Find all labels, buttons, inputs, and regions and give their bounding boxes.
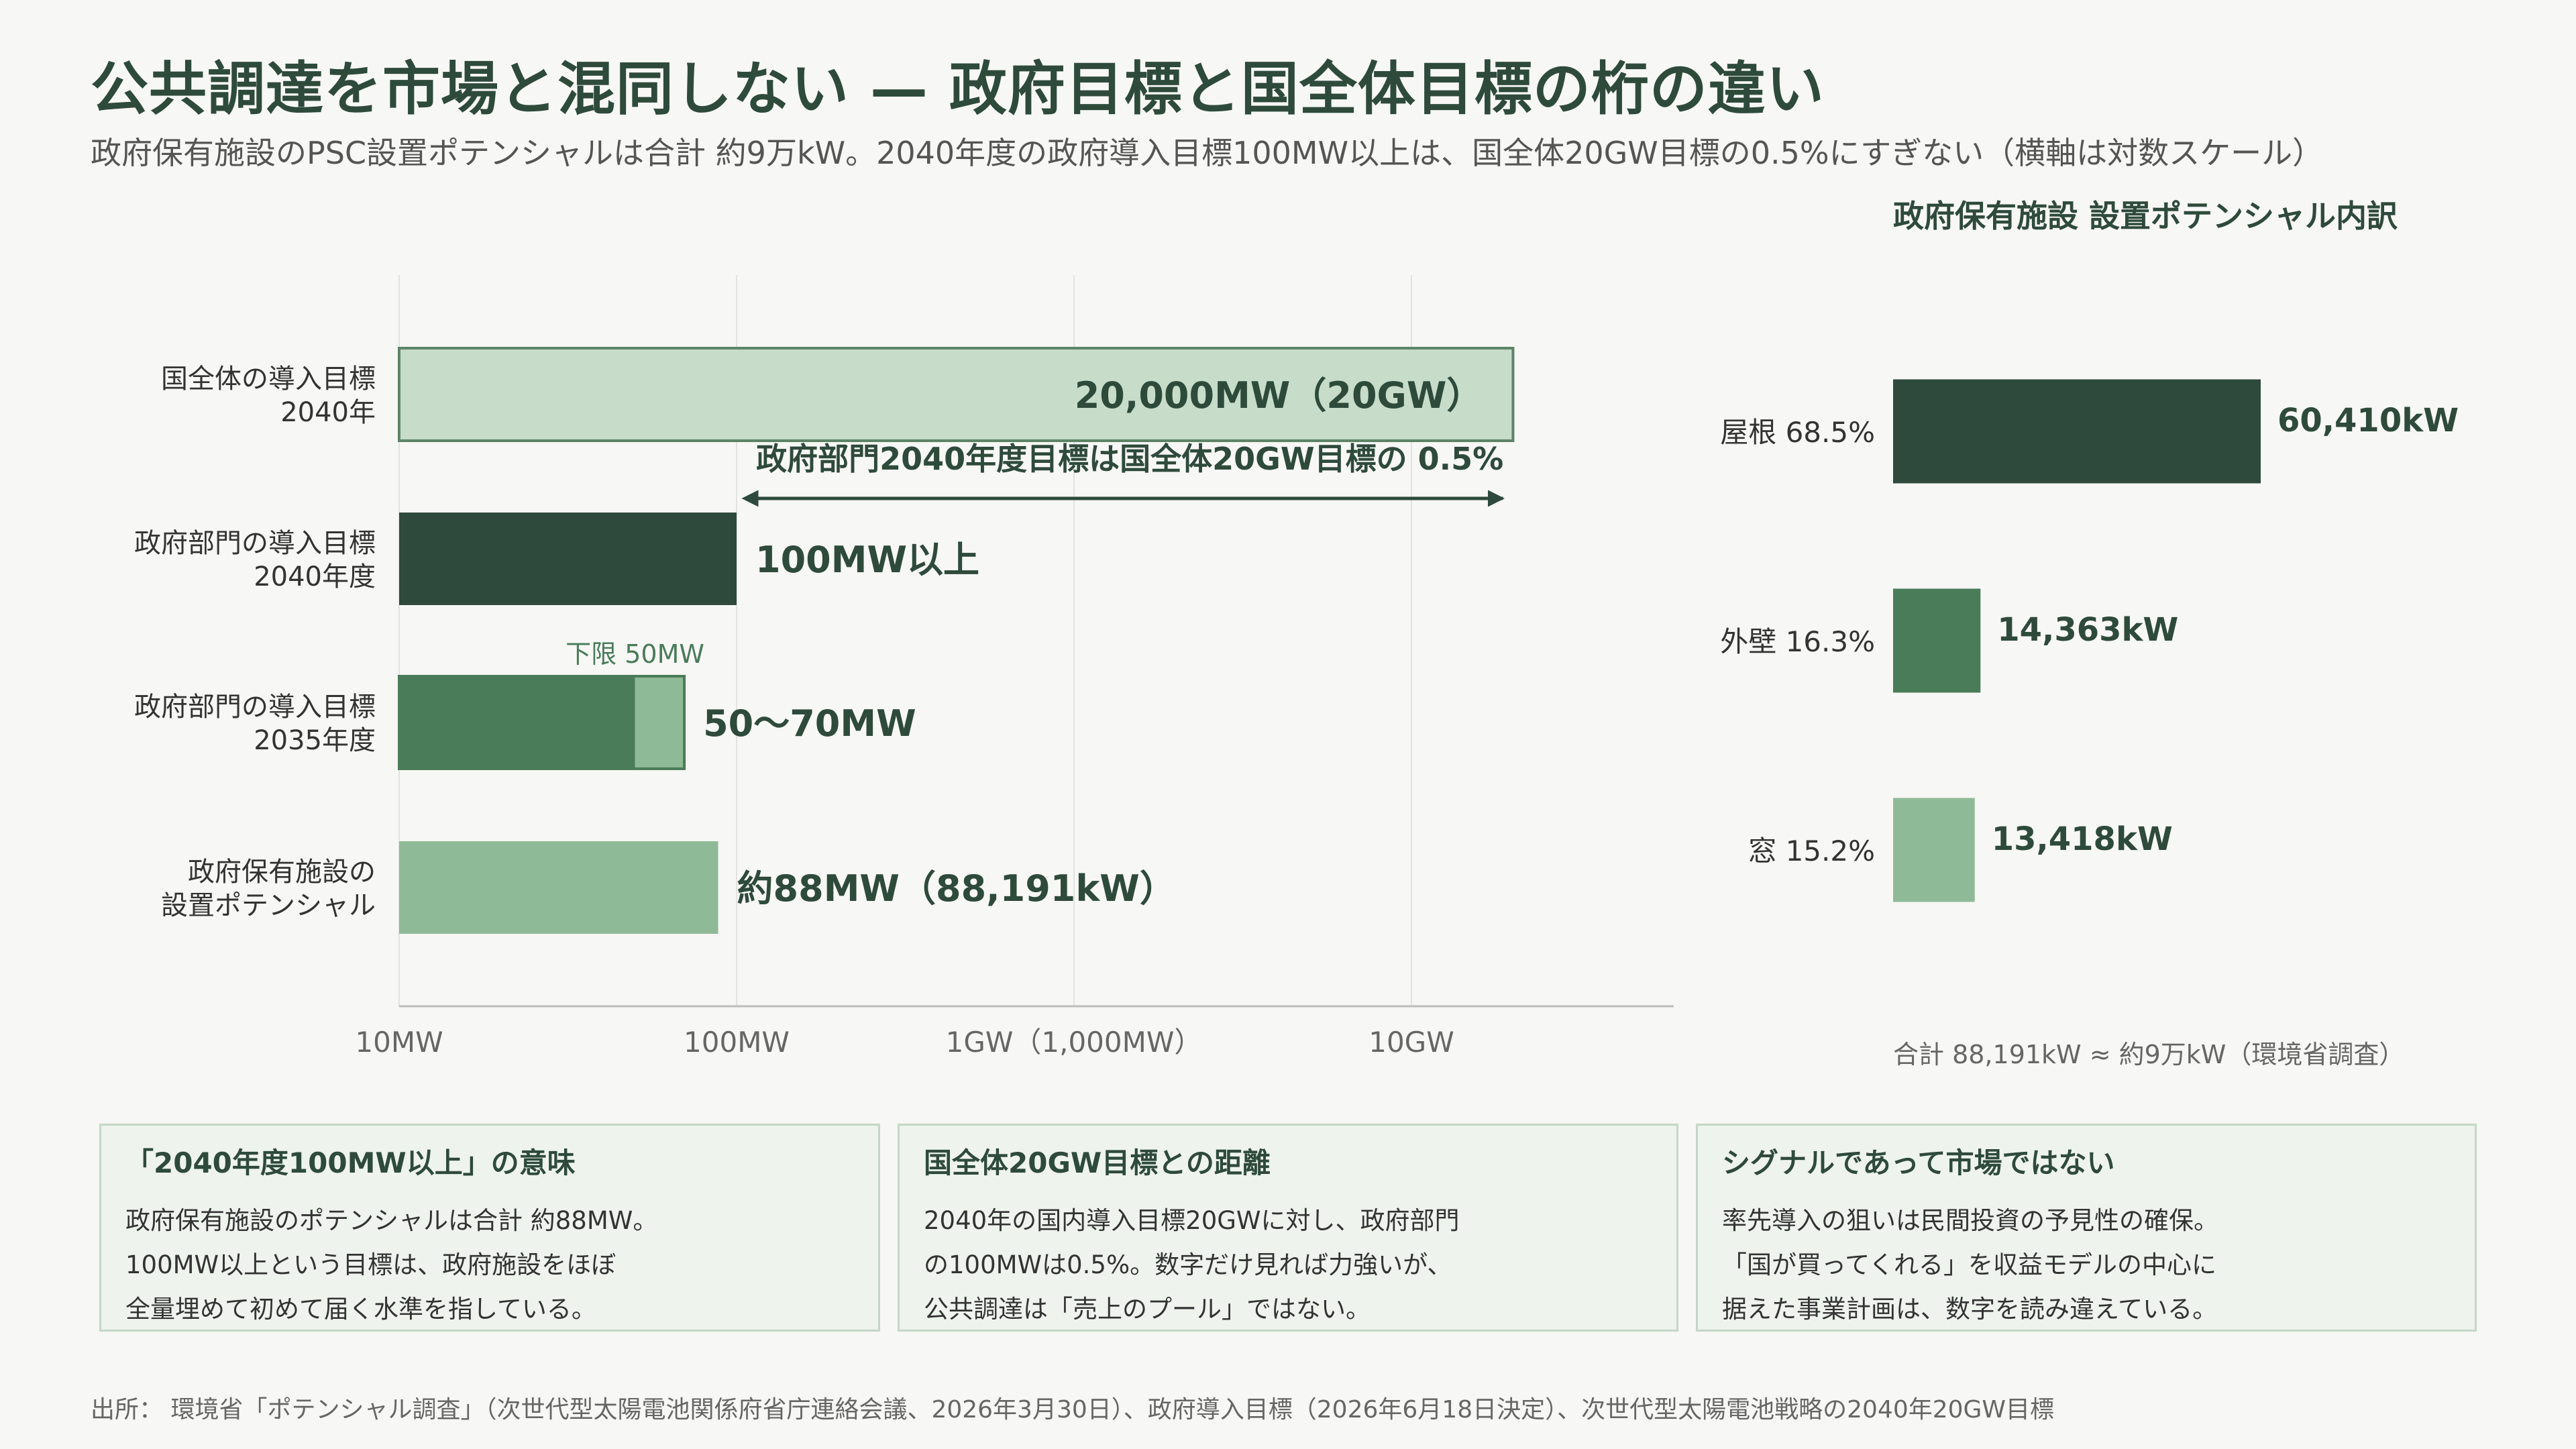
bar-value-label: 約88MW（88,191kW） [737,867,1176,910]
breakdown-category-label: 外壁 16.3% [1720,625,1875,658]
bar-outline [398,675,686,770]
note-card-meaning: 「2040年度100MW以上」の意味 政府保有施設のポテンシャルは合計 約88M… [99,1124,880,1332]
breakdown-value-label: 60,410kW [2277,402,2459,439]
breakdown-footnote: 合計 88,191kW ≈ 約9万kW（環境省調査） [1893,1040,2404,1069]
note-card-distance: 国全体20GW目標との距離 2040年の国内導入目標20GWに対し、政府部門 の… [898,1124,1678,1332]
x-tick-label: 100MW [684,1026,790,1059]
note-title: 「2040年度100MW以上」の意味 [125,1146,576,1179]
bar-value-label: 50〜70MW [703,702,916,745]
note-line: 公共調達は「売上のプール」ではない。 [924,1295,1371,1324]
bar-value-label: 20,000MW（20GW） [1075,374,1483,417]
page-subtitle: 政府保有施設のPSC設置ポテンシャルは合計 約9万kW。2040年度の政府導入目… [91,135,2324,171]
bar-range-extension [635,676,685,769]
category-label: 政府保有施設の [188,857,376,888]
note-line: の100MWは0.5%。数字だけ見れば力強いが、 [924,1250,1452,1279]
category-label: 2040年 [280,397,376,428]
category-label: 設置ポテンシャル [161,890,376,921]
x-tick-label: 10MW [355,1026,443,1059]
bar [398,347,1515,442]
note-card-signal: シグナルであって市場ではない 率先導入の狙いは民間投資の予見性の確保。 「国が買… [1696,1124,2477,1332]
bar-value-label: 100MW以上 [755,539,979,581]
x-tick-label: 10GW [1368,1026,1454,1059]
category-label: 2035年度 [254,725,376,756]
note-line: 100MW以上という目標は、政府施設をほぼ [125,1250,616,1279]
category-label: 政府部門の導入目標 [134,528,376,559]
ratio-annotation-label: 政府部門2040年度目標は国全体20GW目標の 0.5% [756,441,1503,477]
breakdown-value-label: 14,363kW [1997,611,2178,649]
note-line: 政府保有施設のポテンシャルは合計 約88MW。 [125,1206,658,1235]
bar [399,841,718,934]
note-line: 全量埋めて初めて届く水準を指している。 [125,1295,596,1324]
note-title: 国全体20GW目標との距離 [924,1146,1271,1179]
breakdown-bar [1893,588,1981,693]
note-line: 「国が買ってくれる」を収益モデルの中心に [1722,1250,2217,1279]
breakdown-category-label: 屋根 68.5% [1720,416,1875,449]
bar [399,513,737,605]
breakdown-value-label: 13,418kW [1992,820,2173,858]
note-line: 率先導入の狙いは民間投資の予見性の確保。 [1722,1206,2218,1235]
source-note: 出所： 環境省「ポテンシャル調査」（次世代型太陽電池関係府省庁連絡会議、2026… [91,1396,2055,1424]
x-tick-label: 1GW（1,000MW） [946,1026,1203,1059]
category-label: 政府部門の導入目標 [134,692,376,722]
note-line: 2040年の国内導入目標20GWに対し、政府部門 [924,1206,1460,1235]
note-line: 据えた事業計画は、数字を読み違えている。 [1722,1295,2218,1324]
note-title: シグナルであって市場ではない [1722,1146,2115,1179]
page-title: 公共調達を市場と混同しない — 政府目標と国全体目標の桁の違い [91,56,1825,123]
breakdown-bar [1893,379,2261,484]
breakdown-category-label: 窓 15.2% [1748,835,1875,867]
category-label: 2040年度 [254,561,376,592]
breakdown-bar [1893,798,1975,902]
bar-lower-bound [399,676,635,769]
breakdown-chart-title: 政府保有施設 設置ポテンシャル内訳 [1893,198,2398,234]
lower-bound-label: 下限 50MW [566,639,704,669]
category-label: 国全体の導入目標 [161,364,376,394]
